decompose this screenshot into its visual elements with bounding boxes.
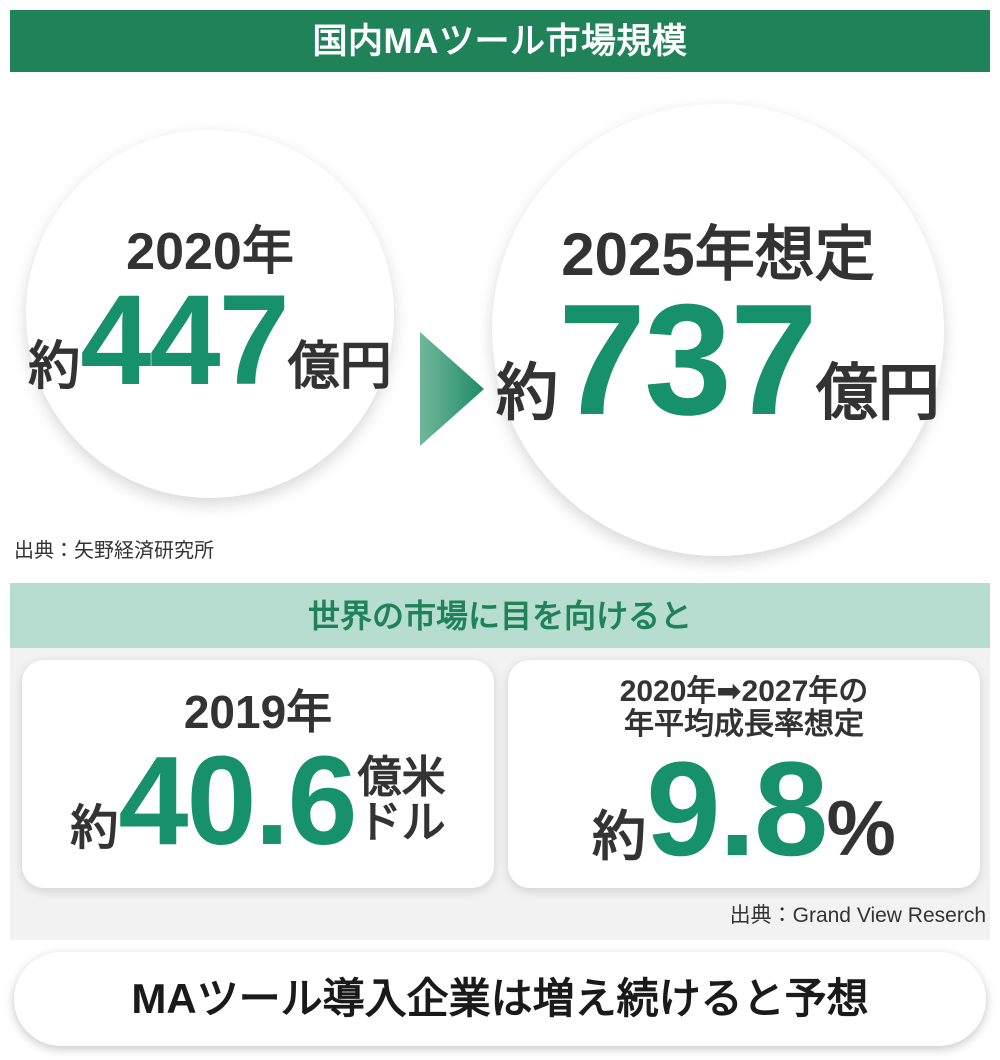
world-card-cagr-heading-line1: 2020年➡2027年の (619, 674, 869, 708)
approx-prefix-2020: 約 (28, 338, 81, 397)
world-market-unit-2019-line2: ドル (357, 797, 446, 847)
market-bubble-2020: 2020年 約 447 億円 (26, 130, 394, 498)
market-unit-2020: 億円 (287, 338, 392, 397)
world-card-cagr-heading: 2020年➡2027年の 年平均成長率想定 (620, 675, 869, 742)
world-market-band: 世界の市場に目を向けると (10, 583, 990, 648)
world-card-cagr-value-row: 約 9.8 % (592, 734, 896, 884)
approx-prefix-cagr: 約 (592, 806, 647, 867)
market-value-2020: 447 (80, 269, 290, 413)
world-card-2019: 2019年 約 40.6 億米 ドル (22, 660, 494, 888)
world-market-cagr-value: 9.8 (646, 734, 828, 884)
world-market-unit-2019: 億米 ドル (357, 752, 446, 847)
bubble-value-2025: 約 737 億円 (496, 271, 940, 448)
world-card-cagr: 2020年➡2027年の 年平均成長率想定 約 9.8 % (508, 660, 980, 888)
source-world: 出典：Grand View Reserch (729, 904, 986, 927)
approx-prefix-2025: 約 (496, 358, 559, 428)
world-card-cagr-heading-line2: 年平均成長率想定 (624, 708, 864, 742)
right-triangle-arrow-icon (418, 330, 486, 448)
market-value-2025: 737 (558, 271, 818, 448)
source-domestic: 出典：矢野経済研究所 (14, 540, 214, 562)
market-unit-2025: 億円 (815, 358, 940, 428)
header-bar: 国内MAツール市場規模 (10, 10, 990, 72)
page-title: 国内MAツール市場規模 (312, 21, 688, 61)
domestic-market-section: 2020年 約 447 億円 2025年想定 約 (0, 72, 1000, 556)
world-market-unit-2019-line1: 億米 (357, 752, 446, 802)
bubble-year-label-2025: 2025年想定 (561, 220, 875, 288)
bubble-year-label-2020: 2020年 (126, 223, 294, 282)
world-card-2019-value-row: 約 40.6 億米 ドル (70, 729, 446, 871)
approx-prefix-2019: 約 (70, 801, 119, 855)
conclusion-text: MAツール導入企業は増え続けると予想 (131, 975, 869, 1022)
world-market-value-2019: 40.6 (118, 729, 357, 871)
world-market-cagr-unit: % (826, 783, 896, 872)
bubble-value-2020: 約 447 億円 (28, 269, 392, 413)
world-market-band-title: 世界の市場に目を向けると (307, 597, 692, 634)
market-bubble-2025: 2025年想定 約 737 億円 (492, 104, 944, 556)
world-card-2019-heading: 2019年 (183, 686, 333, 739)
conclusion-banner: MAツール導入企業は増え続けると予想 (14, 952, 986, 1046)
world-market-section: 2019年 約 40.6 億米 ドル 2020年➡2027年の 年平均成長率想定… (10, 648, 990, 940)
